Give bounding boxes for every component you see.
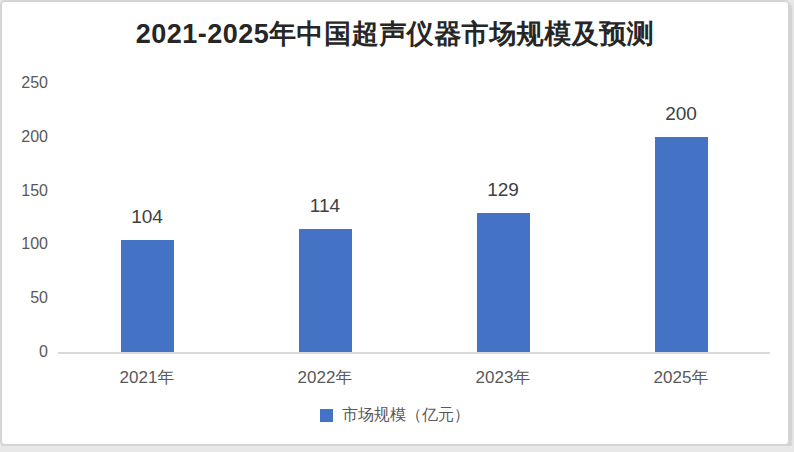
legend: 市场规模（亿元） xyxy=(2,405,788,426)
y-tick-label: 50 xyxy=(2,290,48,306)
bar xyxy=(121,240,174,352)
legend-swatch xyxy=(320,409,333,422)
x-tick-label: 2025年 xyxy=(611,366,751,389)
x-axis-line xyxy=(58,352,770,354)
y-tick-label: 100 xyxy=(2,236,48,252)
y-tick-label: 250 xyxy=(2,75,48,91)
bar xyxy=(299,229,352,352)
y-tick-label: 200 xyxy=(2,129,48,145)
x-tick-label: 2023年 xyxy=(433,366,573,389)
y-tick-label: 150 xyxy=(2,183,48,199)
bar-value-label: 104 xyxy=(87,206,207,228)
bar xyxy=(477,213,530,352)
bar-value-label: 129 xyxy=(443,179,563,201)
chart-card: 2021-2025年中国超声仪器市场规模及预测 050100150200250 … xyxy=(0,0,790,446)
plot-area: 050100150200250 104114129200 2021年2022年2… xyxy=(2,2,788,444)
x-tick-label: 2022年 xyxy=(255,366,395,389)
y-tick-label: 0 xyxy=(2,344,48,360)
bar-value-label: 200 xyxy=(621,103,741,125)
x-tick-label: 2021年 xyxy=(77,366,217,389)
bar xyxy=(655,137,708,352)
bar-value-label: 114 xyxy=(265,195,385,217)
legend-label: 市场规模（亿元） xyxy=(342,405,470,426)
